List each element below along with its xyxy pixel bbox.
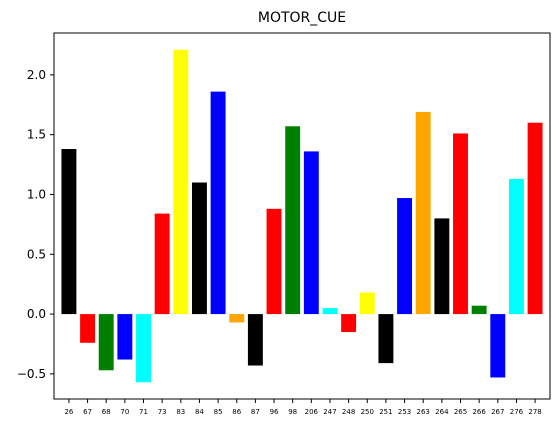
bar-86 bbox=[229, 314, 245, 323]
x-tick-label: 96 bbox=[270, 408, 279, 416]
x-tick-label: 70 bbox=[120, 408, 129, 416]
bar-26 bbox=[61, 149, 77, 315]
x-tick-label: 267 bbox=[491, 408, 504, 416]
x-tick-label: 250 bbox=[361, 408, 374, 416]
bar-265 bbox=[453, 133, 468, 315]
bar-253 bbox=[397, 198, 413, 315]
x-tick-label: 26 bbox=[64, 408, 73, 416]
x-tick-label: 266 bbox=[472, 408, 486, 416]
y-tick-label: 1.0 bbox=[27, 187, 46, 201]
bar-84 bbox=[191, 182, 207, 315]
x-tick-label: 251 bbox=[379, 408, 392, 416]
bar-278 bbox=[527, 122, 543, 315]
x-tick-label: 206 bbox=[305, 408, 319, 416]
plot-frame bbox=[53, 32, 551, 400]
x-tick-label: 263 bbox=[417, 408, 430, 416]
chart-title: MOTOR_CUE bbox=[258, 10, 346, 26]
bar-263 bbox=[415, 111, 431, 315]
bar-264 bbox=[434, 218, 450, 315]
bar-206 bbox=[303, 151, 319, 315]
bar-251 bbox=[378, 314, 394, 364]
bar-98 bbox=[285, 126, 301, 315]
bar-87 bbox=[247, 314, 263, 366]
bar-73 bbox=[154, 213, 170, 315]
bars-layer bbox=[61, 49, 543, 383]
y-tick-label: 0.0 bbox=[27, 307, 46, 321]
bar-247 bbox=[322, 308, 338, 315]
x-tick-label: 276 bbox=[510, 408, 524, 416]
y-tick-label: 0.5 bbox=[27, 247, 46, 261]
bar-70 bbox=[117, 314, 133, 360]
x-tick-label: 247 bbox=[323, 408, 336, 416]
bar-96 bbox=[266, 208, 282, 315]
x-tick-label: 68 bbox=[102, 408, 111, 416]
x-tick-label: 264 bbox=[435, 408, 449, 416]
x-tick-label: 253 bbox=[398, 408, 411, 416]
bar-71 bbox=[136, 314, 151, 383]
bar-68 bbox=[98, 314, 114, 371]
bar-276 bbox=[508, 178, 524, 315]
bar-266 bbox=[471, 305, 487, 315]
bar-85 bbox=[210, 91, 226, 315]
x-tick-label: 67 bbox=[83, 408, 92, 416]
x-tick-label: 265 bbox=[454, 408, 467, 416]
x-tick-label: 85 bbox=[214, 408, 223, 416]
y-axis: −0.5 0.0 0.5 1.0 1.5 2.0 bbox=[17, 68, 54, 381]
x-tick-label: 248 bbox=[342, 408, 355, 416]
bar-267 bbox=[490, 314, 506, 378]
x-tick-label: 98 bbox=[288, 408, 297, 416]
bar-67 bbox=[80, 314, 96, 343]
x-tick-label: 71 bbox=[139, 408, 148, 416]
y-tick-label: 2.0 bbox=[27, 68, 46, 82]
x-tick-label: 84 bbox=[195, 408, 204, 416]
x-tick-label: 83 bbox=[176, 408, 185, 416]
bar-250 bbox=[359, 292, 375, 315]
bar-83 bbox=[173, 49, 189, 315]
y-tick-label: −0.5 bbox=[17, 367, 46, 381]
x-tick-label: 86 bbox=[232, 408, 241, 416]
x-tick-label: 73 bbox=[158, 408, 167, 416]
x-tick-label: 87 bbox=[251, 408, 260, 416]
x-axis: 26 67 68 70 71 73 83 84 85 86 87 96 98 206 247 248 250 25… bbox=[64, 399, 542, 416]
x-tick-label: 278 bbox=[528, 408, 541, 416]
y-tick-label: 1.5 bbox=[27, 128, 46, 142]
bar-248 bbox=[341, 314, 357, 333]
